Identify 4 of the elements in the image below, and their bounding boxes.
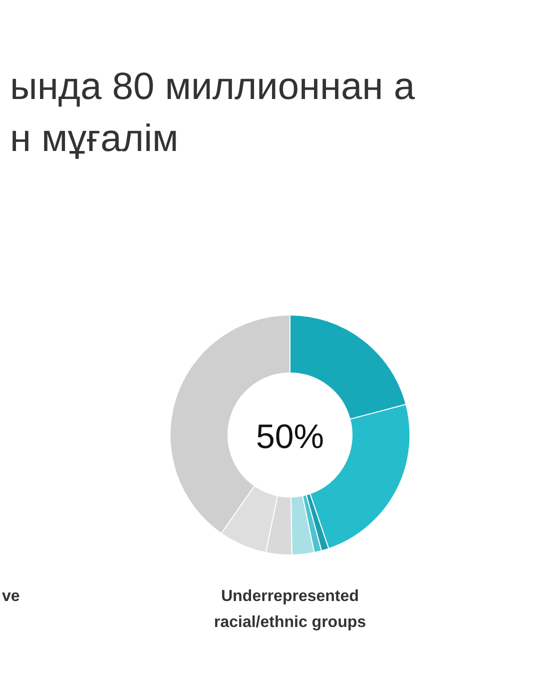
text: Underrepresented racial/ethnic groups [214,588,366,631]
text: 50% [256,418,324,456]
chart-title: ында 80 миллионнан а н мұғалім [10,66,416,160]
text: ve [2,588,20,605]
